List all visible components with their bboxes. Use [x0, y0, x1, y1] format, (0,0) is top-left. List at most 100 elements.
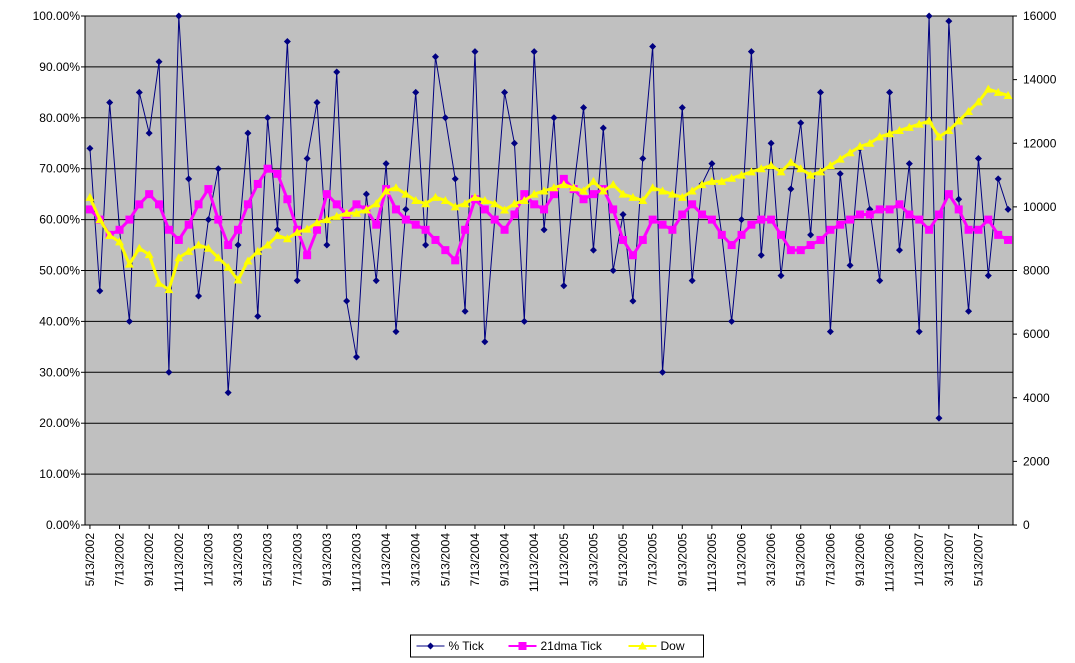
- point: [135, 88, 143, 96]
- point: [480, 205, 489, 214]
- x-tick-label: 5/13/2004: [438, 533, 452, 587]
- y-tick-label: 100.00%: [33, 9, 81, 23]
- point: [865, 138, 875, 147]
- point: [85, 192, 95, 201]
- x-tick-label: 11/13/2006: [883, 533, 897, 592]
- point: [905, 160, 913, 168]
- point: [461, 225, 470, 234]
- y-tick-label: 10.00%: [39, 467, 80, 481]
- point: [105, 231, 115, 240]
- point: [964, 225, 973, 234]
- point: [993, 87, 1003, 96]
- point: [688, 200, 697, 209]
- point: [530, 200, 539, 209]
- point: [935, 414, 943, 422]
- y2-tick-label: 8000: [1023, 264, 1050, 278]
- point: [826, 328, 834, 336]
- point: [628, 192, 638, 201]
- point: [254, 312, 262, 320]
- point: [421, 225, 430, 234]
- point: [480, 196, 490, 205]
- point: [549, 183, 559, 192]
- point: [559, 180, 569, 189]
- point: [757, 251, 765, 259]
- point: [747, 220, 756, 229]
- point: [540, 226, 548, 234]
- point: [333, 68, 341, 76]
- point: [579, 195, 588, 204]
- point: [234, 225, 243, 234]
- point: [707, 176, 717, 185]
- point: [639, 155, 647, 163]
- point: [391, 205, 400, 214]
- y2-tick-label: 10000: [1023, 200, 1057, 214]
- point: [313, 225, 321, 234]
- point: [361, 205, 371, 214]
- y-tick-label: 70.00%: [39, 162, 80, 176]
- point: [500, 205, 510, 214]
- point: [303, 155, 311, 163]
- point: [520, 190, 529, 199]
- y-tick-label: 40.00%: [39, 314, 80, 328]
- point: [490, 199, 500, 208]
- point: [807, 231, 815, 239]
- point: [145, 190, 154, 199]
- point: [944, 126, 954, 135]
- point: [440, 196, 450, 205]
- point: [560, 282, 568, 290]
- point: [984, 215, 993, 224]
- point: [915, 328, 923, 336]
- point: [865, 210, 874, 219]
- point: [678, 104, 686, 112]
- point: [746, 167, 756, 176]
- x-tick-label: 7/13/2002: [113, 533, 127, 587]
- x-tick-label: 1/13/2007: [912, 533, 926, 587]
- legend-marker: [427, 642, 434, 650]
- x-tick-label: 5/13/2007: [971, 533, 985, 587]
- point: [580, 104, 588, 112]
- point: [806, 241, 815, 250]
- point: [984, 272, 992, 280]
- point: [737, 230, 746, 239]
- point: [767, 215, 776, 224]
- y2-tick-label: 12000: [1023, 136, 1057, 150]
- x-tick-label: 1/13/2006: [735, 533, 749, 587]
- point: [569, 183, 579, 192]
- point: [539, 186, 549, 195]
- x-tick-label: 5/13/2006: [794, 533, 808, 587]
- point: [85, 205, 94, 214]
- point: [352, 200, 361, 209]
- point: [401, 189, 411, 198]
- point: [441, 114, 449, 122]
- point: [589, 246, 597, 254]
- point: [1003, 91, 1013, 100]
- point: [184, 220, 193, 229]
- point: [194, 240, 204, 249]
- x-tick-label: 3/13/2007: [942, 533, 956, 587]
- y2-tick-label: 14000: [1023, 73, 1057, 87]
- point: [352, 353, 360, 361]
- point: [430, 192, 440, 201]
- point: [816, 88, 824, 96]
- point: [214, 165, 222, 173]
- point: [925, 225, 934, 234]
- x-tick-label: 9/13/2006: [853, 533, 867, 587]
- point: [628, 251, 637, 260]
- point: [194, 200, 203, 209]
- point: [371, 199, 381, 208]
- x-tick-label: 1/13/2005: [557, 533, 571, 587]
- y2-tick-label: 4000: [1023, 391, 1050, 405]
- point: [667, 189, 677, 198]
- point: [351, 208, 361, 217]
- point: [362, 190, 370, 198]
- point: [885, 129, 895, 138]
- point: [875, 132, 885, 141]
- point: [638, 196, 648, 205]
- point: [481, 338, 489, 346]
- point: [836, 220, 845, 229]
- point: [135, 200, 144, 209]
- point: [185, 175, 193, 183]
- point: [550, 114, 558, 122]
- point: [1004, 235, 1013, 244]
- point: [233, 275, 243, 284]
